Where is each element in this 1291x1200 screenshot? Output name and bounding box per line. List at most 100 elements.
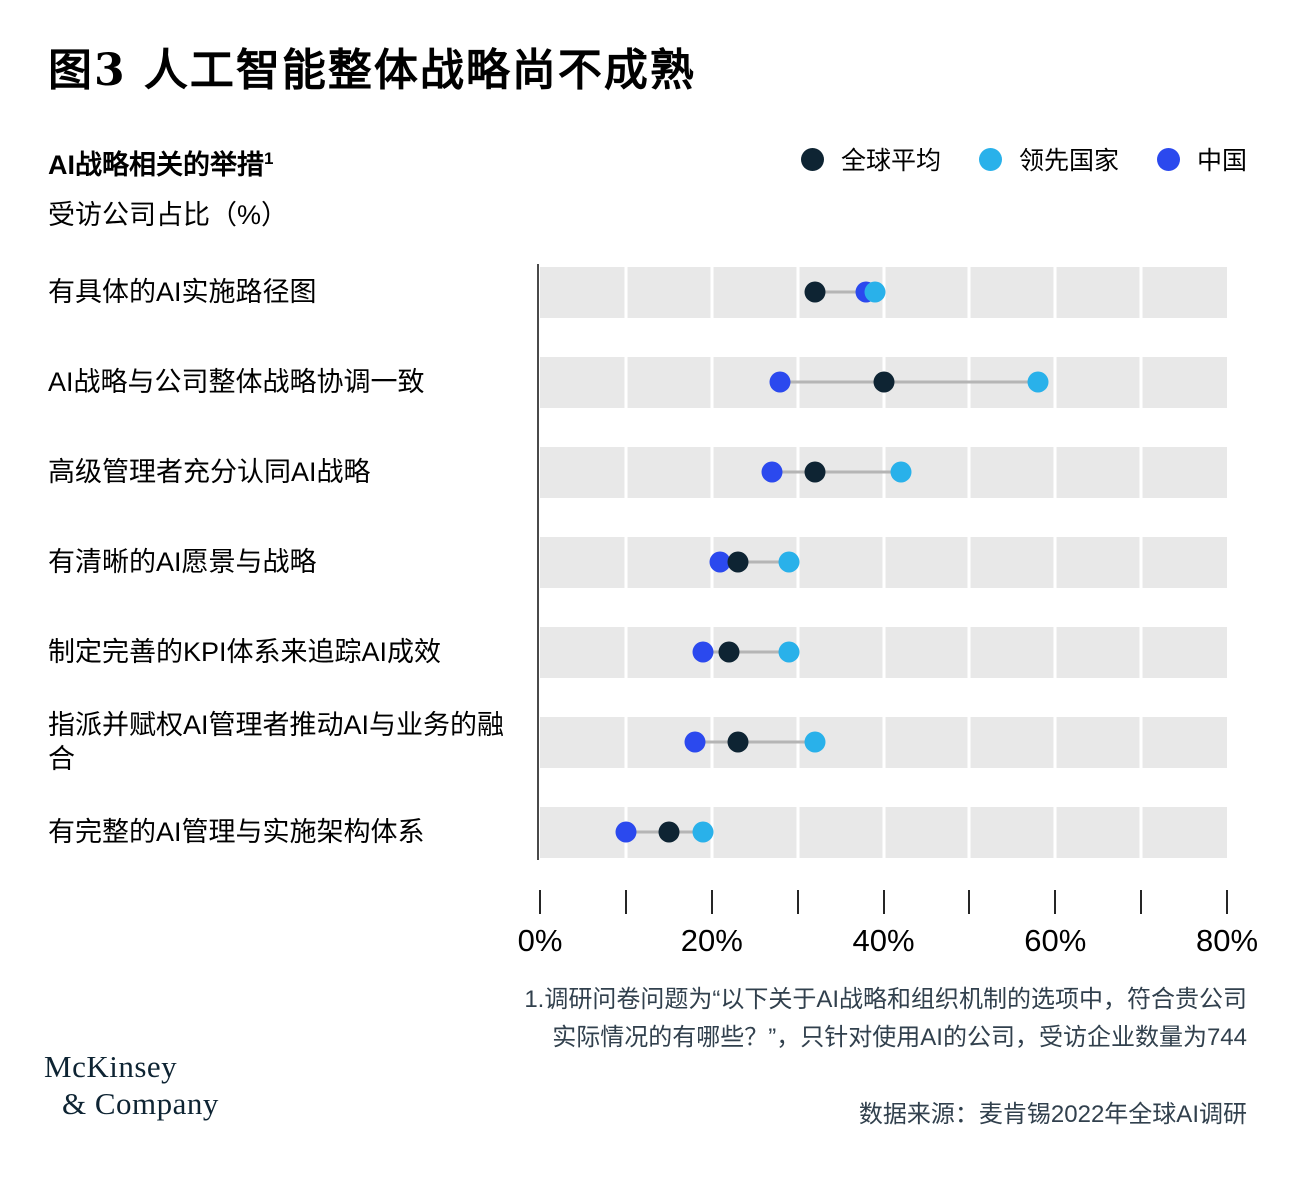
row-track: [540, 356, 1227, 408]
gridline: [1139, 356, 1143, 408]
chart-row: 有完整的AI管理与实施架构体系: [48, 787, 1227, 877]
dot-leading-countries: [692, 821, 714, 843]
chart-row: AI战略与公司整体战略协调一致: [48, 337, 1227, 427]
footnote-marker: 1: [264, 149, 274, 168]
gridline: [624, 446, 628, 498]
dot-leading-countries: [890, 461, 912, 483]
gridline: [710, 356, 714, 408]
legend: 全球平均 领先国家 中国: [800, 141, 1247, 177]
gridline: [882, 716, 885, 768]
gridline: [967, 536, 971, 588]
dot-global-average: [873, 371, 894, 393]
gridline: [1139, 716, 1143, 768]
dot-china: [761, 461, 783, 483]
gridline: [882, 536, 885, 588]
x-axis-tick-label: 40%: [852, 923, 915, 958]
footnote-line-1: 1.调研问卷问题为“以下关于AI战略和组织机制的选项中，符合贵公司: [524, 986, 1247, 1013]
connector-line: [771, 470, 901, 474]
connector-line: [814, 290, 875, 294]
gridline: [967, 716, 971, 768]
row-track: [540, 626, 1227, 678]
connector-line: [694, 740, 815, 744]
gridline: [710, 266, 714, 318]
x-axis-tick: [796, 890, 799, 914]
dot-leading-countries: [864, 281, 886, 303]
gridline: [1139, 806, 1143, 858]
connector-line: [720, 560, 790, 564]
gridline: [1053, 716, 1057, 768]
gridline: [1053, 356, 1057, 408]
gridline: [1053, 626, 1057, 678]
gridline: [967, 266, 971, 318]
gridline: [1139, 266, 1143, 318]
category-label: 有清晰的AI愿景与战略: [48, 547, 317, 577]
chart-row: 制定完善的KPI体系来追踪AI成效: [48, 607, 1227, 697]
gridline: [624, 356, 628, 408]
legend-dot-global-average: [800, 147, 824, 171]
row-track: [540, 446, 1227, 498]
legend-item-global-average: 全球平均: [800, 141, 941, 177]
footnote-line-2: 实际情况的有哪些？”，只针对使用AI的公司，受访企业数量为744: [552, 1024, 1247, 1051]
footnote: 1.调研问卷问题为“以下关于AI战略和组织机制的选项中，符合贵公司 实际情况的有…: [524, 981, 1247, 1057]
gridline: [624, 536, 628, 588]
category-label: 制定完善的KPI体系来追踪AI成效: [48, 637, 442, 667]
gridline: [967, 806, 971, 858]
x-axis-ticks: [539, 890, 1228, 914]
dot-global-average: [727, 731, 748, 753]
gridline: [1053, 446, 1057, 498]
row-track: [540, 266, 1227, 318]
legend-item-leading-countries: 领先国家: [978, 141, 1119, 177]
gridline: [1053, 806, 1057, 858]
chart-row: 有清晰的AI愿景与战略: [48, 517, 1227, 607]
legend-item-china: 中国: [1156, 141, 1247, 177]
mckinsey-logo: McKinsey & Company: [44, 1048, 219, 1122]
dot-plot-chart: 有具体的AI实施路径图 AI战略与公司整体战略协调一致 高级管理者充分认同AI战略有…: [48, 247, 1258, 961]
category-label: 有完整的AI管理与实施架构体系: [48, 817, 425, 847]
connector-line: [780, 380, 1039, 384]
gridline: [1053, 266, 1057, 318]
x-axis-tick: [710, 890, 713, 914]
y-axis-line: [537, 264, 539, 860]
row-track: [540, 536, 1227, 588]
row-track: [540, 806, 1227, 858]
legend-label-leading-countries: 领先国家: [1018, 147, 1119, 175]
gridline: [796, 266, 800, 318]
category-label: 有具体的AI实施路径图: [48, 277, 317, 307]
x-axis-tick: [882, 890, 885, 914]
gridline: [882, 806, 885, 858]
gridline: [1053, 536, 1057, 588]
gridline: [967, 446, 971, 498]
x-axis-labels: 0% 20% 40% 60% 80%: [518, 923, 1258, 961]
gridline: [1139, 536, 1143, 588]
gridline: [796, 806, 800, 858]
dot-global-average: [804, 461, 826, 483]
connector-line: [703, 650, 790, 654]
x-axis-tick: [1054, 890, 1057, 914]
dot-leading-countries: [778, 641, 800, 663]
dot-china: [692, 641, 714, 663]
gridline: [624, 626, 628, 678]
legend-label-global-average: 全球平均: [840, 147, 941, 175]
x-axis-tick-label: 0%: [517, 923, 563, 958]
gridline: [624, 266, 628, 318]
gridline: [882, 626, 885, 678]
figure-title: 图3 人工智能整体战略尚不成熟: [48, 45, 696, 96]
x-axis-tick-label: 80%: [1195, 923, 1259, 958]
chart-rows: 有具体的AI实施路径图 AI战略与公司整体战略协调一致 高级管理者充分认同AI战略有…: [48, 247, 1227, 877]
gridline: [1139, 446, 1143, 498]
gridline: [1139, 626, 1143, 678]
dot-china: [615, 821, 637, 843]
dot-leading-countries: [1027, 371, 1049, 393]
dot-global-average: [658, 821, 680, 843]
x-axis-tick: [1226, 890, 1228, 914]
axis-unit-label: 受访公司占比（%）: [48, 200, 289, 230]
x-axis-tick: [624, 890, 627, 914]
dot-china: [769, 371, 791, 393]
dot-leading-countries: [804, 731, 826, 753]
dot-global-average: [718, 641, 740, 663]
category-label: 高级管理者充分认同AI战略: [48, 457, 371, 487]
x-axis-tick-label: 20%: [680, 923, 743, 958]
logo-line-1: McKinsey: [44, 1049, 178, 1084]
chart-subtitle-text: AI战略相关的举措: [48, 150, 264, 180]
